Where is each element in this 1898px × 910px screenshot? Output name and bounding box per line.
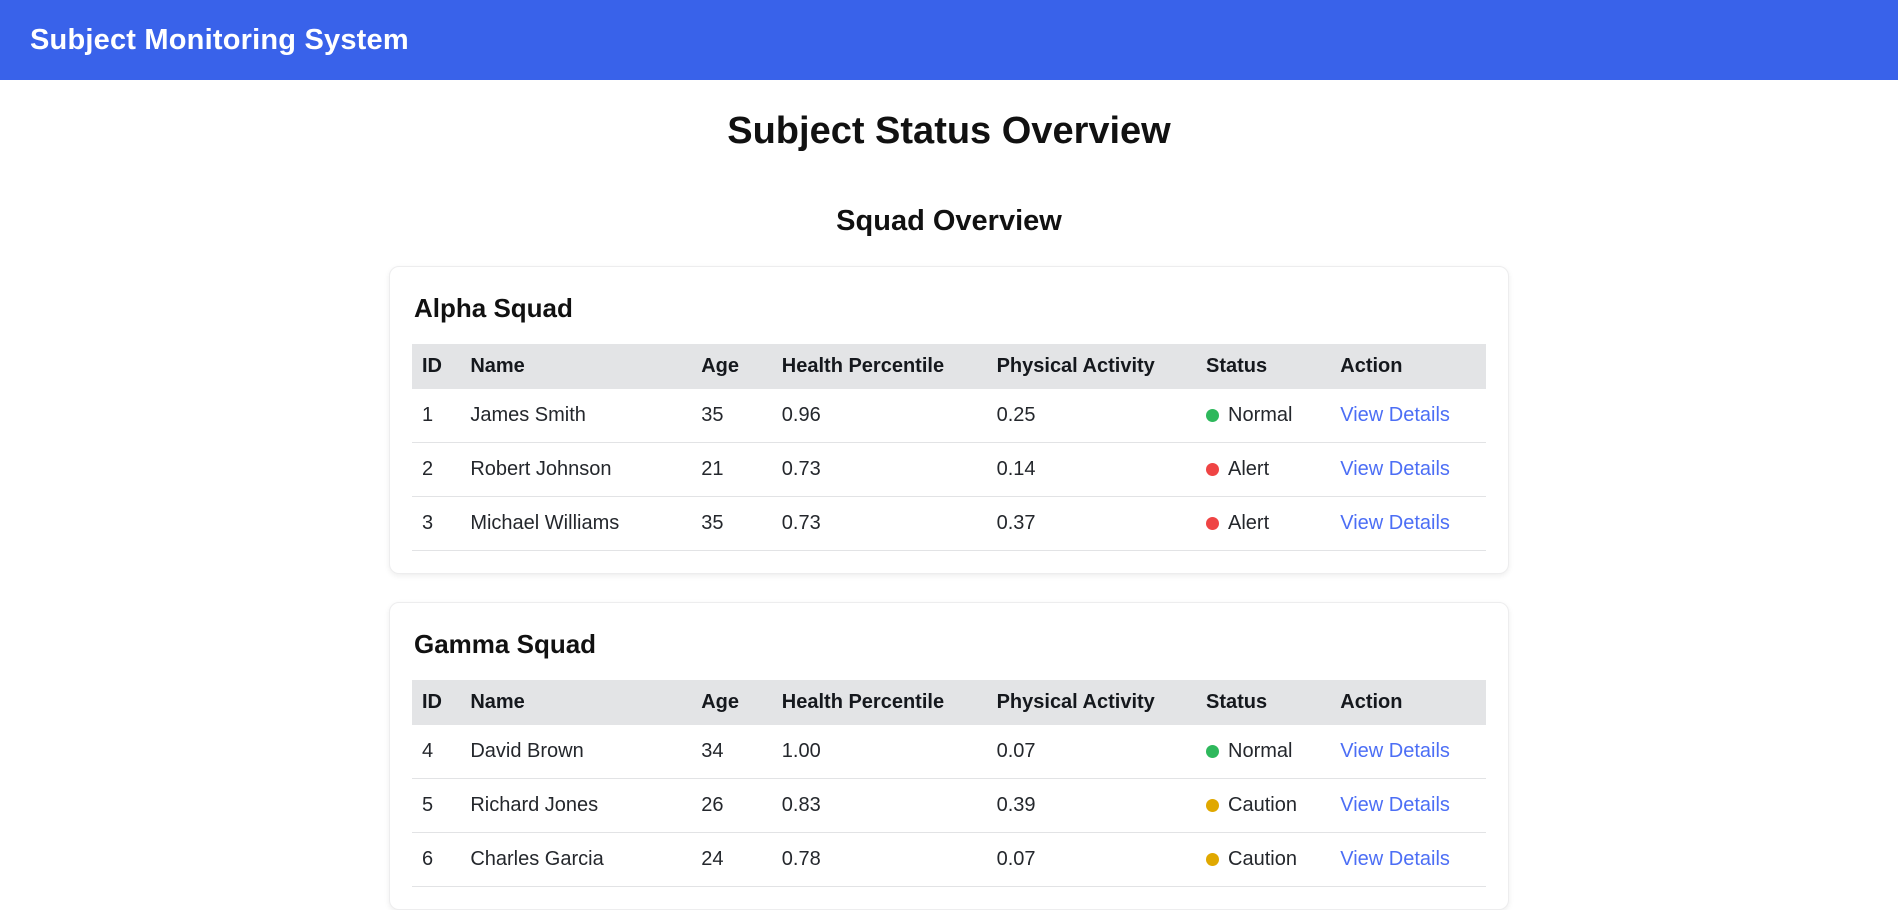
action-cell: View Details xyxy=(1330,442,1486,497)
squad-card: Gamma Squad ID Name Age Health Percentile Ph… xyxy=(389,602,1509,910)
status-cell: Normal xyxy=(1196,389,1331,443)
column-header-age: Age xyxy=(691,680,772,725)
health-percentile-value: 0.73 xyxy=(771,442,987,497)
health-percentile-value: 1.00 xyxy=(771,725,987,779)
top-navbar: Subject Monitoring System xyxy=(0,0,1898,80)
subject-id: 3 xyxy=(412,496,461,551)
status-cell: Alert xyxy=(1196,496,1331,551)
status-label: Normal xyxy=(1228,404,1293,426)
column-header-health-percentile: Health Percentile xyxy=(771,344,987,389)
view-details-link[interactable]: View Details xyxy=(1340,740,1450,762)
column-header-status: Status xyxy=(1196,680,1331,725)
subject-age: 35 xyxy=(691,496,772,551)
table-header-row: ID Name Age Health Percentile Physical Activ… xyxy=(412,344,1486,389)
subject-table: ID Name Age Health Percentile Physical Activ… xyxy=(412,680,1486,887)
view-details-link[interactable]: View Details xyxy=(1340,512,1450,534)
column-header-physical-activity: Physical Activity xyxy=(986,680,1196,725)
subject-name: Michael Williams xyxy=(460,496,692,551)
subject-name: Richard Jones xyxy=(460,778,692,833)
subject-age: 35 xyxy=(691,389,772,443)
status-label: Alert xyxy=(1228,512,1270,534)
table-row: 1 James Smith 35 0.96 0.25 Normal View Details xyxy=(412,389,1486,443)
table-row: 4 David Brown 34 1.00 0.07 Normal View Details xyxy=(412,725,1486,779)
physical-activity-value: 0.14 xyxy=(986,442,1196,497)
physical-activity-value: 0.39 xyxy=(986,778,1196,833)
status-dot-icon xyxy=(1206,799,1219,812)
action-cell: View Details xyxy=(1330,832,1486,887)
section-title: Squad Overview xyxy=(836,205,1062,237)
physical-activity-value: 0.07 xyxy=(986,832,1196,887)
subject-id: 5 xyxy=(412,778,461,833)
status-label: Normal xyxy=(1228,740,1293,762)
subject-age: 24 xyxy=(691,832,772,887)
view-details-link[interactable]: View Details xyxy=(1340,848,1450,870)
subject-name: James Smith xyxy=(460,389,692,443)
status-dot-icon xyxy=(1206,853,1219,866)
column-header-id: ID xyxy=(412,344,461,389)
squad-title: Alpha Squad xyxy=(414,293,573,323)
page-title: Subject Status Overview xyxy=(727,110,1171,152)
column-header-status: Status xyxy=(1196,344,1331,389)
health-percentile-value: 0.96 xyxy=(771,389,987,443)
health-percentile-value: 0.73 xyxy=(771,496,987,551)
status-dot-icon xyxy=(1206,409,1219,422)
table-row: 3 Michael Williams 35 0.73 0.37 Alert View Det… xyxy=(412,496,1486,551)
physical-activity-value: 0.07 xyxy=(986,725,1196,779)
action-cell: View Details xyxy=(1330,389,1486,443)
squad-list: Alpha Squad ID Name Age Health Percentile Ph… xyxy=(389,266,1509,910)
table-header-row: ID Name Age Health Percentile Physical Activ… xyxy=(412,680,1486,725)
column-header-age: Age xyxy=(691,344,772,389)
view-details-link[interactable]: View Details xyxy=(1340,404,1450,426)
column-header-id: ID xyxy=(412,680,461,725)
status-label: Caution xyxy=(1228,794,1297,816)
subject-id: 6 xyxy=(412,832,461,887)
status-dot-icon xyxy=(1206,745,1219,758)
column-header-action: Action xyxy=(1330,680,1486,725)
table-row: 2 Robert Johnson 21 0.73 0.14 Alert View Detai… xyxy=(412,442,1486,497)
view-details-link[interactable]: View Details xyxy=(1340,458,1450,480)
table-row: 6 Charles Garcia 24 0.78 0.07 Caution View Det… xyxy=(412,832,1486,887)
subject-id: 1 xyxy=(412,389,461,443)
subject-age: 34 xyxy=(691,725,772,779)
squad-card: Alpha Squad ID Name Age Health Percentile Ph… xyxy=(389,266,1509,574)
column-header-name: Name xyxy=(460,680,692,725)
status-label: Alert xyxy=(1228,458,1270,480)
app-title: Subject Monitoring System xyxy=(30,23,409,56)
subject-age: 21 xyxy=(691,442,772,497)
table-row: 5 Richard Jones 26 0.83 0.39 Caution View Deta… xyxy=(412,778,1486,833)
status-dot-icon xyxy=(1206,463,1219,476)
health-percentile-value: 0.83 xyxy=(771,778,987,833)
status-cell: Caution xyxy=(1196,832,1331,887)
subject-id: 4 xyxy=(412,725,461,779)
subject-name: Robert Johnson xyxy=(460,442,692,497)
subject-name: David Brown xyxy=(460,725,692,779)
squad-title: Gamma Squad xyxy=(414,629,597,659)
action-cell: View Details xyxy=(1330,496,1486,551)
subject-name: Charles Garcia xyxy=(460,832,692,887)
status-cell: Normal xyxy=(1196,725,1331,779)
column-header-action: Action xyxy=(1330,344,1486,389)
subject-age: 26 xyxy=(691,778,772,833)
status-dot-icon xyxy=(1206,517,1219,530)
subject-table: ID Name Age Health Percentile Physical Activ… xyxy=(412,344,1486,551)
action-cell: View Details xyxy=(1330,725,1486,779)
table-body: 1 James Smith 35 0.96 0.25 Normal View Details… xyxy=(412,389,1486,551)
status-cell: Caution xyxy=(1196,778,1331,833)
column-header-health-percentile: Health Percentile xyxy=(771,680,987,725)
action-cell: View Details xyxy=(1330,778,1486,833)
status-cell: Alert xyxy=(1196,442,1331,497)
physical-activity-value: 0.37 xyxy=(986,496,1196,551)
status-label: Caution xyxy=(1228,848,1297,870)
physical-activity-value: 0.25 xyxy=(986,389,1196,443)
health-percentile-value: 0.78 xyxy=(771,832,987,887)
view-details-link[interactable]: View Details xyxy=(1340,794,1450,816)
subject-id: 2 xyxy=(412,442,461,497)
column-header-name: Name xyxy=(460,344,692,389)
table-body: 4 David Brown 34 1.00 0.07 Normal View Details… xyxy=(412,725,1486,887)
column-header-physical-activity: Physical Activity xyxy=(986,344,1196,389)
